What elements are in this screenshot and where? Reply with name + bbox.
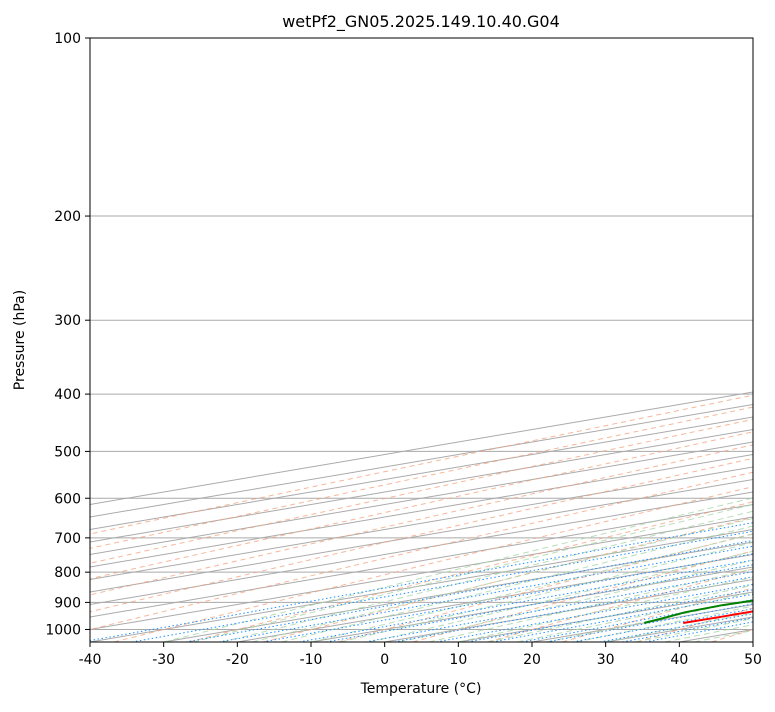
isotherm-line (532, 38, 775, 642)
y-tick-label: 400 (54, 387, 81, 403)
isotherm-line (0, 38, 775, 642)
dry-adiabat-line (0, 38, 775, 642)
moist-adiabat-line (311, 38, 775, 642)
isotherm-line (0, 38, 775, 642)
isotherm-line (0, 38, 775, 642)
y-tick-label: 700 (54, 531, 81, 547)
dry-adiabat-line (39, 38, 775, 642)
dry-adiabat-line (488, 38, 775, 642)
dry-adiabat-line (0, 38, 775, 642)
x-tick-label: -10 (300, 652, 323, 668)
moist-adiabat-line (547, 38, 775, 642)
x-tick-label: -20 (226, 652, 249, 668)
isotherm-line (0, 38, 775, 642)
x-tick-label: -30 (152, 652, 175, 668)
moist-adiabat-line (694, 38, 775, 642)
x-axis-title: Temperature (°C) (360, 681, 482, 697)
dry-adiabat-line (0, 38, 775, 642)
dewpoint-profile-line (644, 38, 775, 623)
isotherm-line (0, 38, 775, 642)
y-tick-label: 100 (54, 31, 81, 47)
isotherm-line (679, 38, 775, 642)
moist-adiabat-line (488, 38, 775, 642)
x-axis-ticks: -40 -30 -20 -10 0 10 20 30 40 50 (79, 642, 762, 668)
x-tick-label: 30 (597, 652, 615, 668)
mixing-ratio-line (468, 451, 775, 642)
isotherm-line (0, 38, 775, 642)
dry-adiabat-line (114, 38, 775, 642)
moist-adiabat-line (517, 38, 775, 642)
y-tick-label: 900 (54, 595, 81, 611)
isotherm-line (753, 38, 775, 642)
dry-adiabat-line (0, 38, 775, 642)
moist-adiabat-line (223, 38, 775, 642)
y-axis-ticks: 100 200 300 400 500 600 700 800 900 1000 (45, 31, 90, 638)
dry-adiabat-line (0, 38, 775, 642)
y-tick-label: 800 (54, 565, 81, 581)
isotherm-line (0, 38, 775, 642)
background-grid (0, 38, 775, 642)
y-tick-label: 300 (54, 313, 81, 329)
chart-title: wetPf2_GN05.2025.149.10.40.G04 (282, 12, 560, 32)
temperature-profile-line (683, 38, 775, 623)
x-tick-label: 50 (744, 652, 762, 668)
moist-adiabat-line (635, 38, 775, 642)
plot-frame (90, 38, 753, 642)
dry-adiabat-line (0, 38, 775, 642)
x-tick-label: -40 (79, 652, 102, 668)
moist-adiabat-line (282, 38, 775, 642)
mixing-ratio-line (365, 451, 775, 642)
x-tick-label: 40 (670, 652, 688, 668)
x-tick-label: 10 (449, 652, 467, 668)
isotherm-line (90, 38, 775, 642)
y-tick-label: 1000 (45, 622, 81, 638)
y-tick-label: 600 (54, 491, 81, 507)
x-tick-label: 0 (380, 652, 389, 668)
dry-adiabat-line (712, 38, 775, 642)
sounding-profiles (644, 38, 775, 623)
isotherm-line (0, 38, 775, 642)
isotherm-line (311, 38, 775, 642)
dry-adiabat-line (637, 38, 775, 642)
isotherm-line (0, 38, 775, 642)
isotherm-line (385, 38, 775, 642)
y-tick-label: 500 (54, 444, 81, 460)
y-tick-label: 200 (54, 209, 81, 225)
y-axis-title: Pressure (hPa) (12, 290, 28, 390)
isotherm-line (0, 38, 775, 642)
dry-adiabat-line (562, 38, 775, 642)
moist-adiabat-line (576, 38, 775, 642)
moist-adiabat-line (370, 38, 775, 642)
isotherm-line (16, 38, 775, 642)
x-tick-label: 20 (523, 652, 541, 668)
dry-adiabats (0, 38, 775, 642)
